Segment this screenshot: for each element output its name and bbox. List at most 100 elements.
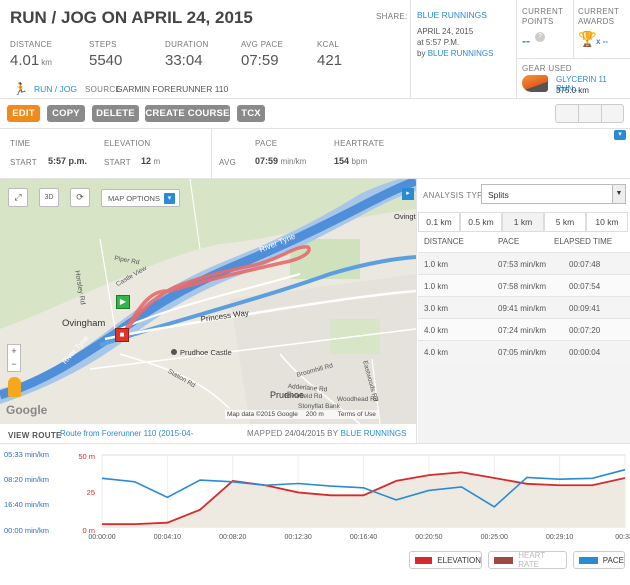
x-tick-label: 00:08:20	[219, 534, 246, 541]
stat-unit: km	[41, 58, 52, 67]
view-toggle-mid[interactable]	[601, 105, 602, 122]
3d-icon[interactable]: 3D	[39, 188, 59, 207]
mapped-label: MAPPED	[247, 429, 283, 438]
map-canvas	[0, 179, 416, 424]
hr-value: 154	[334, 156, 350, 166]
analysis-type-value: Splits	[488, 190, 509, 200]
tab-10km[interactable]: 10 km	[586, 212, 628, 232]
split-row[interactable]: 4.0 km 07:24 min/km 00:07:20	[418, 318, 630, 340]
split-row[interactable]: 1.0 km 07:53 min/km 00:07:48	[418, 252, 630, 274]
tcx-button[interactable]: TCX	[237, 105, 265, 122]
map-attribution: Map data ©2015 Google 200 m Terms of Use	[225, 410, 378, 419]
pace-tick-label: 00:00 min/km	[4, 526, 49, 535]
chevron-down-icon: ▾	[163, 192, 175, 204]
panel-toggle-icon[interactable]: ▸	[402, 188, 414, 200]
elevation-tick-label: 25	[87, 488, 95, 497]
x-tick-label: 00:29:10	[546, 534, 573, 541]
x-tick-label: 00:25:00	[481, 534, 508, 541]
stat-number: 421	[317, 52, 343, 69]
legend-label: HEART RATE	[518, 551, 546, 569]
map-label-stonyflat-bank: Stonyflat Bank	[298, 403, 340, 410]
split-pace: 07:53 min/km	[498, 260, 547, 269]
elevation-area	[102, 472, 625, 527]
tab-05km[interactable]: 0.5 km	[460, 212, 502, 232]
analysis-type-select[interactable]: Splits ▼	[481, 184, 626, 204]
pegman-icon[interactable]	[8, 377, 21, 397]
x-tick-label: 00:00:00	[88, 534, 115, 541]
legend-elevation[interactable]: ELEVATION	[409, 551, 482, 569]
activity-type-link[interactable]: RUN / JOG	[34, 84, 77, 94]
tab-5km[interactable]: 5 km	[544, 212, 586, 232]
start-marker[interactable]: ▶	[116, 295, 130, 309]
by-label: by	[417, 49, 426, 58]
gear-distance: 375.0 km	[556, 86, 589, 95]
split-row[interactable]: 3.0 km 09:41 min/km 00:09:41	[418, 296, 630, 318]
stat-label: STEPS	[89, 40, 117, 49]
current-points-value: --	[522, 34, 530, 48]
split-distance: 4.0 km	[424, 326, 449, 335]
hr-unit: bpm	[351, 157, 368, 166]
copy-button[interactable]: COPY	[47, 105, 85, 122]
heartrate-label: HEARTRATE	[334, 139, 385, 148]
zoom-out-button[interactable]: −	[11, 359, 17, 369]
replay-icon[interactable]: ⟳	[70, 188, 90, 207]
pace-tick-label: 05:33 min/km	[4, 450, 49, 459]
tab-01km[interactable]: 0.1 km	[418, 212, 460, 232]
gear-name-link[interactable]: GLYCERIN 11 RUN...	[556, 75, 607, 93]
delete-button[interactable]: DELETE	[92, 105, 139, 122]
owner-link[interactable]: BLUE RUNNINGS	[417, 10, 487, 20]
x-tick-label: 00:20:50	[415, 534, 442, 541]
map[interactable]	[0, 179, 416, 424]
map-label-riverfield-rd: Riverfield Rd	[285, 393, 323, 400]
tab-1km[interactable]: 1 km	[502, 212, 544, 232]
col-distance: DISTANCE	[424, 237, 464, 246]
zoom-in-button[interactable]: +	[11, 346, 17, 356]
end-marker[interactable]: ■	[115, 328, 129, 342]
activity-chart: 00:00:00 00:04:10 00:08:20 00:12:30 00:16:40…	[4, 450, 630, 541]
castle-marker-icon	[171, 349, 177, 355]
stat-number: 07:59	[241, 52, 279, 69]
activity-time: at 5:57 P.M.	[417, 38, 460, 47]
stat-number: 33:04	[165, 52, 203, 69]
elevation-tick-label: 0 m	[82, 526, 95, 535]
edit-button[interactable]: EDIT	[7, 105, 40, 122]
split-elapsed: 00:07:54	[569, 282, 601, 291]
fullscreen-icon[interactable]: ⤢	[8, 188, 28, 207]
mapped-user-link[interactable]: BLUE RUNNINGS	[340, 429, 407, 438]
map-label-prudhoe: Prudhoe	[270, 390, 305, 400]
avg-pace: 07:59 min/km	[255, 156, 306, 166]
legend-swatch	[579, 556, 598, 564]
avg-label: AVG	[219, 158, 237, 167]
x-tick-label: 00:04:10	[154, 534, 181, 541]
map-options-label: MAP OPTIONS	[108, 193, 160, 203]
split-row[interactable]: 4.0 km 07:05 min/km 00:00:04	[418, 340, 630, 362]
view-toggle-left[interactable]	[578, 105, 579, 122]
map-options-button[interactable]: MAP OPTIONS ▾	[101, 189, 180, 207]
pace-tick-label: 16:40 min/km	[4, 500, 49, 509]
x-tick-label: 00:33:	[615, 534, 630, 541]
by-line: by BLUE RUNNINGS	[417, 49, 493, 58]
help-icon[interactable]: ?	[535, 32, 545, 42]
google-logo: Google	[6, 403, 48, 417]
zoom-control: + −	[7, 344, 21, 372]
split-elapsed: 00:07:20	[569, 326, 601, 335]
create-course-button[interactable]: CREATE COURSE	[145, 105, 230, 122]
elevation-line	[102, 471, 626, 526]
legend-heart-rate[interactable]: HEART RATE	[488, 551, 567, 569]
stat-value: 07:59	[241, 52, 279, 69]
pace-unit: min/km	[280, 157, 307, 166]
terms-link[interactable]: Terms of Use	[337, 411, 376, 418]
legend-pace[interactable]: PACE	[573, 551, 625, 569]
split-row[interactable]: 1.0 km 07:58 min/km 00:07:54	[418, 274, 630, 296]
map-label-woodhead-rd: Woodhead Rd	[337, 396, 379, 403]
details-expand-icon[interactable]: ▾	[614, 130, 626, 140]
share-label: SHARE:	[376, 12, 408, 21]
split-pace: 09:41 min/km	[498, 304, 547, 313]
current-awards-label: CURRENT AWARDS	[578, 7, 620, 26]
shoe-icon	[522, 75, 548, 92]
current-awards-value: x --	[596, 37, 608, 46]
legend-label: PACE	[602, 555, 624, 565]
by-user-link[interactable]: BLUE RUNNINGS	[427, 49, 494, 58]
route-link[interactable]: Route from Forerunner 110 (2015-04-	[60, 429, 194, 438]
split-pace: 07:05 min/km	[498, 348, 547, 357]
